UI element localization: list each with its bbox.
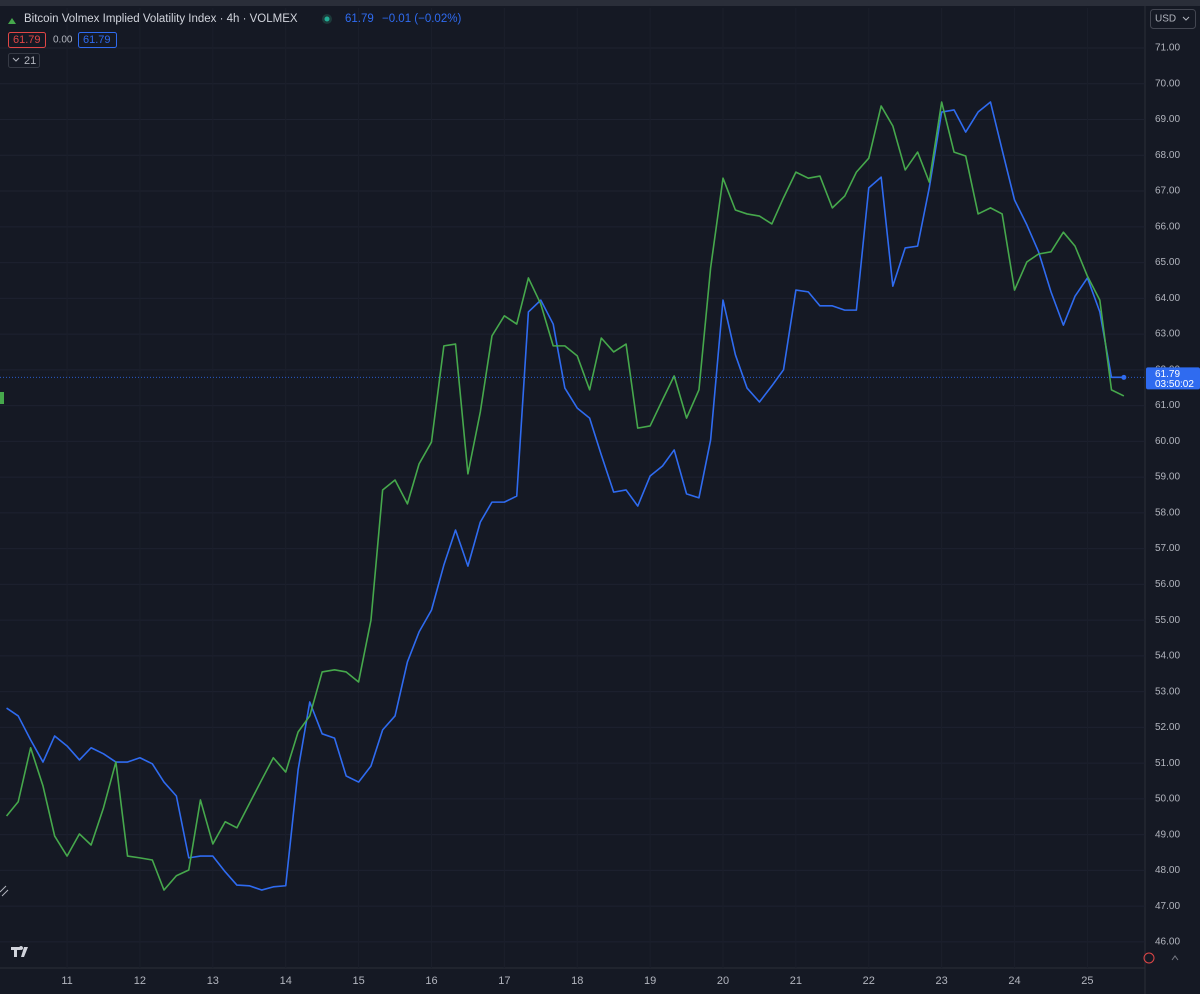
y-tick-label: 63.00: [1155, 329, 1180, 340]
x-tick-label: 18: [571, 975, 583, 987]
x-tick-label: 21: [790, 975, 802, 987]
x-tick-label: 11: [61, 975, 72, 987]
currency: USD: [1155, 14, 1176, 25]
series-line: [6, 101, 1124, 891]
indicator-box: [8, 32, 46, 48]
auto-scale[interactable]: [1171, 955, 1179, 961]
title: Bitcoin Volmex Implied Volatility Index …: [24, 13, 298, 25]
y-tick-label: 64.00: [1155, 293, 1180, 304]
chevron: [12, 57, 20, 62]
y-tick-label: 49.00: [1155, 829, 1180, 840]
y-tick-label: 51.00: [1155, 758, 1180, 769]
top-bar: [0, 0, 1200, 6]
header: Bitcoin Volmex Implied Volatility Index …: [8, 9, 1196, 68]
left-marker: [0, 392, 4, 404]
x-tick-label: 20: [717, 975, 729, 987]
axes: 46.00 47.00 48.00 49.00 50.00 51.00 52.00 53.00…: [61, 43, 1200, 987]
x-tick-label: 15: [352, 975, 364, 987]
plot: [0, 101, 1145, 891]
y-tick-label: 52.00: [1155, 722, 1180, 733]
y-tick-label: 59.00: [1155, 472, 1180, 483]
y-tick-label: 55.00: [1155, 615, 1180, 626]
indicator-box: [78, 32, 117, 48]
y-tick-label: 61.00: [1155, 400, 1180, 411]
tool-icon: [0, 885, 9, 897]
y-tick-label: 57.00: [1155, 543, 1180, 554]
price-label-bg: [1146, 367, 1200, 390]
y-tick-label: 46.00: [1155, 937, 1180, 948]
last-price: 61.79: [345, 13, 374, 25]
y-tick-label: 58.00: [1155, 507, 1180, 518]
y-tick-label: 56.00: [1155, 579, 1180, 590]
x-tick-label: 23: [936, 975, 948, 987]
y-tick-label: 54.00: [1155, 651, 1180, 662]
series-line: [5, 101, 1125, 891]
symbol-icon: [8, 18, 16, 24]
x-tick-label: 22: [863, 975, 875, 987]
indicator-value: 61.79: [83, 34, 111, 46]
x-tick-label: 12: [134, 975, 146, 987]
grid: [0, 8, 1145, 968]
y-tick-label: 71.00: [1155, 43, 1180, 54]
collapse-button[interactable]: [8, 53, 40, 68]
price-label: 61.79: [1155, 369, 1180, 380]
y-tick-label: 68.00: [1155, 150, 1180, 161]
status-dot: [324, 16, 330, 22]
x-tick-label: 25: [1081, 975, 1093, 987]
indicator-value: 61.79: [13, 34, 41, 46]
x-tick-label: 13: [207, 975, 219, 987]
currency-button[interactable]: [1150, 9, 1196, 29]
last-point: [1121, 374, 1127, 380]
collapse-count: 21: [24, 55, 36, 67]
logo-mark: [11, 946, 28, 957]
logo: [11, 946, 28, 957]
y-tick-label: 60.00: [1155, 436, 1180, 447]
x-tick-label: 24: [1008, 975, 1020, 987]
chevron: [1182, 16, 1190, 21]
y-tick-label: 48.00: [1155, 865, 1180, 876]
price-change: −0.01 (−0.02%): [382, 13, 461, 25]
y-tick-label: 53.00: [1155, 686, 1180, 697]
indicator-value: 0.00: [53, 35, 73, 46]
x-tick-label: 16: [425, 975, 437, 987]
y-tick-label: 66.00: [1155, 221, 1180, 232]
y-tick-label: 50.00: [1155, 794, 1180, 805]
axis-icon: [1143, 952, 1155, 964]
y-tick-label: 67.00: [1155, 186, 1180, 197]
y-tick-label: 65.00: [1155, 257, 1180, 268]
x-tick-label: 14: [280, 975, 292, 987]
y-tick-label: 70.00: [1155, 78, 1180, 89]
x-tick-label: 17: [498, 975, 510, 987]
y-tick-label: 47.00: [1155, 901, 1180, 912]
x-tick-label: 19: [644, 975, 656, 987]
countdown: 03:50:02: [1155, 379, 1194, 390]
y-tick-label: 69.00: [1155, 114, 1180, 125]
